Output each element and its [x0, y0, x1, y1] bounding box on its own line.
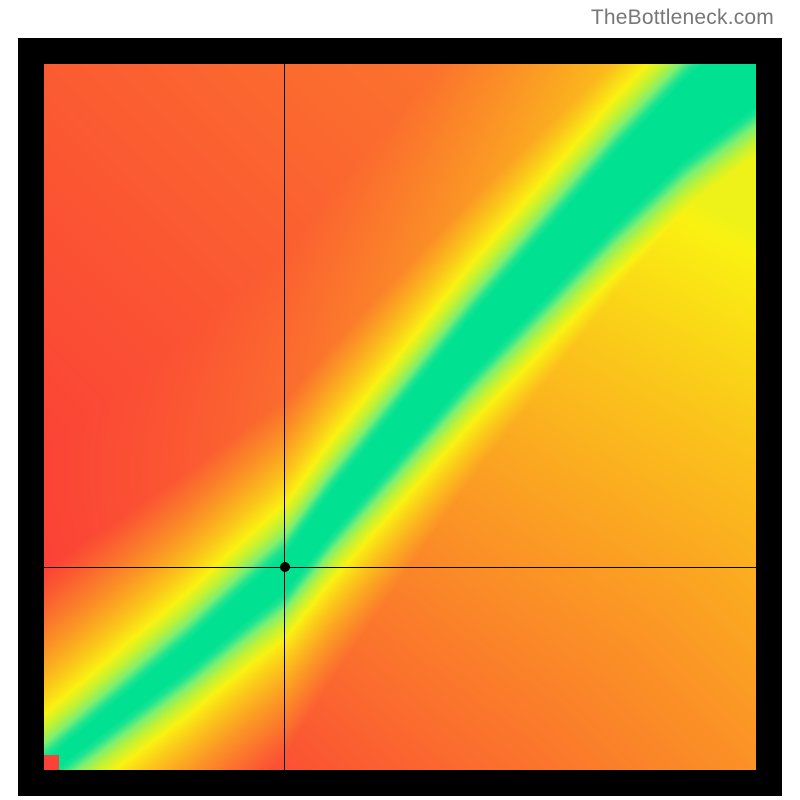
- crosshair-marker-dot: [280, 562, 290, 572]
- chart-container: TheBottleneck.com: [0, 0, 800, 800]
- crosshair-vertical: [284, 64, 285, 770]
- crosshair-horizontal: [44, 567, 756, 568]
- watermark-text: TheBottleneck.com: [591, 6, 774, 30]
- heatmap-canvas: [44, 64, 756, 770]
